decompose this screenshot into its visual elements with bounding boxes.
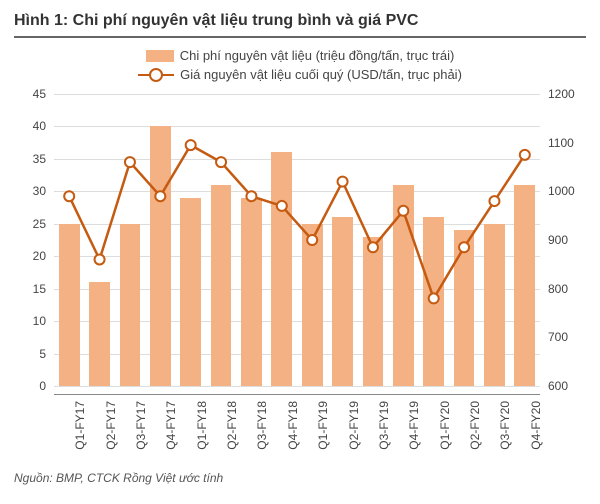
legend-item-bar: Chi phí nguyên vật liệu (triệu đồng/tấn,… [146, 48, 455, 63]
x-tick-label: Q4-FY18 [286, 401, 300, 450]
x-tick-label: Q4-FY17 [164, 401, 178, 450]
line-marker [64, 191, 74, 201]
y-left-tick: 15 [33, 282, 46, 296]
plot-area [54, 94, 540, 386]
y-right-tick: 1200 [548, 87, 575, 101]
legend-item-line: Giá nguyên vật liệu cuối quý (USD/tấn, t… [138, 67, 462, 82]
y-right-tick: 900 [548, 233, 568, 247]
x-tick-label: Q1-FY19 [316, 401, 330, 450]
line-marker [155, 191, 165, 201]
line-marker [307, 235, 317, 245]
y-right-tick: 600 [548, 379, 568, 393]
chart-area: 0 5 10 15 20 25 30 35 40 45 600 700 800 900 1000 1100 1… [14, 90, 586, 390]
line-series [54, 94, 540, 386]
title-row: Hình 1: Chi phí nguyên vật liệu trung bì… [14, 12, 586, 38]
line-marker [520, 150, 530, 160]
y-axis-left: 051015202530354045 [14, 94, 50, 386]
line-marker [429, 293, 439, 303]
line-marker [246, 191, 256, 201]
x-tick-label: Q2-FY18 [225, 401, 239, 450]
line-marker [398, 206, 408, 216]
y-left-tick: 40 [33, 119, 46, 133]
x-tick-label: Q1-FY17 [73, 401, 87, 450]
source-note: Nguồn: BMP, CTCK Rồng Việt ước tính [14, 471, 586, 485]
x-tick-label: Q2-FY17 [104, 401, 118, 450]
x-tick-label: Q3-FY18 [255, 401, 269, 450]
x-tick-label: Q2-FY19 [347, 401, 361, 450]
line-marker [459, 242, 469, 252]
y-right-tick: 800 [548, 282, 568, 296]
legend-line-label: Giá nguyên vật liệu cuối quý (USD/tấn, t… [180, 67, 462, 82]
x-tick-label: Q1-FY20 [438, 401, 452, 450]
y-right-tick: 1000 [548, 184, 575, 198]
x-tick-label: Q4-FY19 [407, 401, 421, 450]
y-left-tick: 20 [33, 249, 46, 263]
line-marker [216, 157, 226, 167]
legend-bar-label: Chi phí nguyên vật liệu (triệu đồng/tấn,… [180, 48, 455, 63]
y-left-tick: 45 [33, 87, 46, 101]
x-tick-label: Q3-FY20 [498, 401, 512, 450]
line-marker [338, 177, 348, 187]
line-marker [368, 242, 378, 252]
x-tick-label: Q3-FY19 [377, 401, 391, 450]
figure-container: Hình 1: Chi phí nguyên vật liệu trung bì… [0, 0, 600, 504]
y-left-tick: 30 [33, 184, 46, 198]
chart-title: Hình 1: Chi phí nguyên vật liệu trung bì… [14, 12, 586, 30]
x-tick-label: Q2-FY20 [468, 401, 482, 450]
x-axis: Q1-FY17 Q2-FY17 Q3-FY17 Q4-FY17 Q1-FY18 Q2-FY… [54, 394, 540, 465]
bar-swatch-icon [146, 50, 174, 62]
y-axis-right: 600700800900100011001200 [544, 94, 586, 386]
line-swatch-icon [138, 68, 174, 82]
x-tick-label: Q4-FY20 [529, 401, 543, 450]
legend: Chi phí nguyên vật liệu (triệu đồng/tấn,… [14, 48, 586, 82]
y-left-tick: 10 [33, 314, 46, 328]
x-tick-label: Q3-FY17 [134, 401, 148, 450]
y-left-tick: 25 [33, 217, 46, 231]
y-left-tick: 0 [39, 379, 46, 393]
line-path [69, 145, 525, 298]
line-marker [186, 140, 196, 150]
x-tick-label: Q1-FY18 [195, 401, 209, 450]
y-right-tick: 1100 [548, 136, 574, 150]
line-marker [489, 196, 499, 206]
y-left-tick: 5 [39, 347, 46, 361]
y-left-tick: 35 [33, 152, 46, 166]
y-right-tick: 700 [548, 330, 568, 344]
line-marker [277, 201, 287, 211]
line-marker [125, 157, 135, 167]
line-marker [95, 254, 105, 264]
